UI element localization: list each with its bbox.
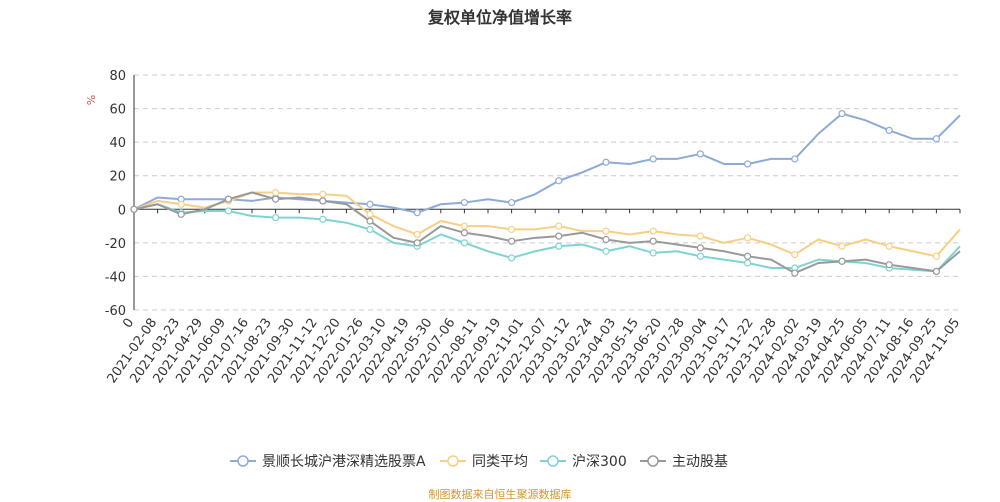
series-point	[272, 188, 280, 197]
series-point	[885, 126, 893, 134]
y-tick-label: 60	[109, 103, 126, 118]
series-point	[602, 158, 610, 166]
series-point	[366, 210, 374, 218]
series-point	[649, 227, 657, 235]
series-point	[366, 200, 374, 208]
series-point	[696, 244, 705, 252]
series-point	[177, 200, 185, 208]
y-tick-label: 0	[118, 203, 126, 218]
series-point	[649, 249, 657, 257]
legend-marker	[237, 455, 249, 467]
legend-label: 景顺长城沪港深精选股票A	[262, 454, 426, 470]
series-point	[791, 155, 799, 163]
series-point	[460, 198, 468, 207]
series-point	[602, 227, 610, 235]
series-point	[130, 205, 138, 213]
legend-marker	[447, 455, 459, 467]
series-point	[838, 110, 846, 118]
series-point	[224, 195, 232, 203]
x-tick-label: 0	[120, 316, 137, 331]
axes: -60-40-20020406080%02021-02-082021-03-23…	[85, 69, 963, 386]
series-point	[555, 177, 563, 185]
series-point	[791, 251, 799, 259]
legend-marker	[647, 455, 659, 467]
series-point	[555, 232, 563, 240]
series-point	[272, 195, 280, 203]
series-point	[743, 234, 752, 242]
series-point	[508, 225, 516, 234]
series-point	[413, 209, 421, 217]
series-point	[932, 252, 941, 260]
series-point	[366, 217, 374, 225]
y-tick-label: 40	[109, 136, 126, 151]
series-point	[508, 237, 516, 245]
series-point	[319, 197, 327, 205]
series-point	[272, 214, 280, 222]
series-point	[508, 254, 516, 262]
legend-marker	[547, 455, 559, 467]
legend-label: 沪深300	[572, 454, 627, 470]
series-point	[649, 237, 657, 245]
series-point	[885, 261, 893, 269]
series-point	[602, 247, 610, 255]
series-lines	[130, 110, 961, 277]
legend-label: 同类平均	[472, 454, 528, 470]
series-point	[649, 155, 657, 163]
legend: 景顺长城沪港深精选股票A 同类平均 沪深300 主动股基	[230, 453, 728, 470]
y-tick-label: -40	[105, 270, 126, 285]
series-point	[224, 207, 232, 215]
series-point	[319, 190, 327, 198]
series-point	[460, 229, 468, 237]
series-point	[696, 252, 705, 260]
y-tick-label: -20	[105, 237, 126, 252]
chart-title: 复权单位净值增长率	[427, 8, 572, 27]
series-point	[319, 215, 327, 223]
series-line	[133, 191, 961, 275]
series-point	[413, 239, 421, 247]
series-point	[838, 257, 846, 265]
series-point	[555, 222, 563, 230]
series-point	[460, 239, 468, 247]
y-tick-label: 20	[109, 170, 126, 185]
series-point	[743, 259, 752, 267]
y-axis-unit: %	[85, 95, 98, 105]
series-line	[133, 203, 961, 273]
series-line	[133, 191, 961, 258]
y-tick-label: 80	[109, 69, 126, 84]
series-point	[177, 210, 185, 218]
y-tick-label: -60	[105, 304, 126, 319]
series-point	[696, 232, 705, 240]
series-point	[602, 235, 610, 244]
series-point	[838, 242, 846, 250]
series-point	[555, 242, 563, 250]
series-point	[508, 198, 516, 207]
series-point	[696, 150, 705, 158]
series-point	[885, 242, 893, 250]
legend-label: 主动股基	[672, 453, 728, 470]
series-point	[743, 252, 752, 260]
series-point	[743, 160, 752, 168]
series-point	[413, 230, 421, 239]
source-note: 制图数据来自恒生聚源数据库	[428, 488, 572, 501]
series-point	[460, 222, 468, 230]
series-point	[932, 267, 941, 275]
series-point	[932, 135, 941, 143]
series-line	[133, 112, 961, 214]
series-point	[791, 269, 799, 277]
series-point	[366, 225, 374, 234]
grid-lines	[134, 74, 960, 311]
